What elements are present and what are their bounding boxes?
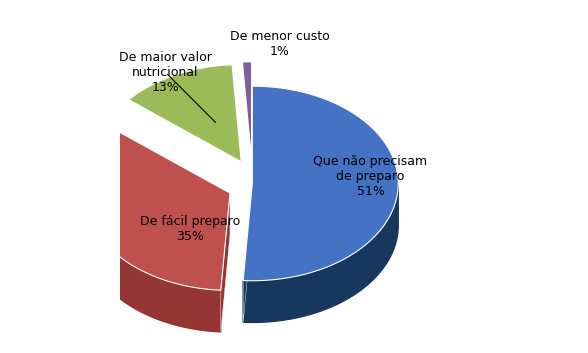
Polygon shape (243, 184, 252, 322)
Polygon shape (243, 86, 398, 281)
Polygon shape (243, 184, 398, 322)
Polygon shape (129, 65, 241, 162)
Polygon shape (84, 131, 230, 290)
Text: De maior valor
nutricional
13%: De maior valor nutricional 13% (119, 51, 212, 94)
Polygon shape (84, 193, 221, 332)
Text: Que não precisam
de preparo
51%: Que não precisam de preparo 51% (313, 155, 427, 198)
Polygon shape (242, 62, 252, 159)
Text: De fácil preparo
35%: De fácil preparo 35% (139, 215, 240, 243)
Polygon shape (221, 193, 230, 332)
Text: De menor custo
1%: De menor custo 1% (230, 30, 330, 59)
